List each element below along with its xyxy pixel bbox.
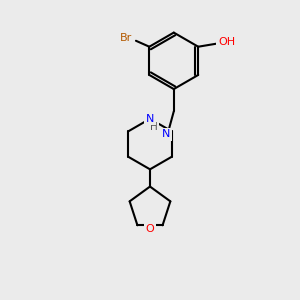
Text: Br: Br: [119, 33, 132, 43]
Text: OH: OH: [218, 37, 235, 47]
Text: H: H: [150, 122, 158, 132]
Text: N: N: [146, 114, 154, 124]
Text: N: N: [162, 129, 170, 139]
Text: O: O: [146, 224, 154, 234]
